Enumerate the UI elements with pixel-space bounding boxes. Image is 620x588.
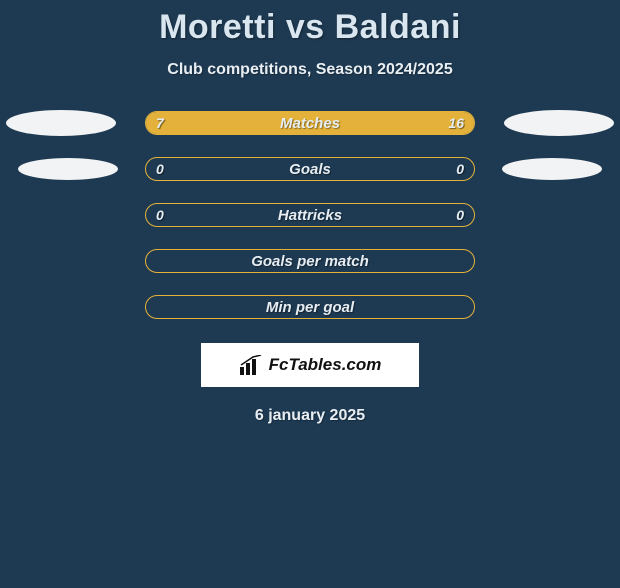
stat-row: Min per goal [0, 295, 620, 319]
date-label: 6 january 2025 [0, 407, 620, 425]
team-badge-left [6, 110, 116, 136]
stat-bar: 00Goals [145, 157, 475, 181]
stat-row: 00Hattricks [0, 203, 620, 227]
team-badge-left [18, 158, 118, 180]
stat-bar: 00Hattricks [145, 203, 475, 227]
site-logo: FcTables.com [201, 343, 419, 387]
stat-bar: Goals per match [145, 249, 475, 273]
stat-bar: 716Matches [145, 111, 475, 135]
page-title: Moretti vs Baldani [0, 8, 620, 47]
chart-icon [239, 355, 263, 375]
subtitle: Club competitions, Season 2024/2025 [0, 61, 620, 79]
stat-label: Goals per match [146, 250, 474, 272]
stat-row: 716Matches [0, 111, 620, 135]
stat-label: Matches [146, 112, 474, 134]
team-badge-right [502, 158, 602, 180]
stat-row: Goals per match [0, 249, 620, 273]
comparison-rows: 716Matches 00Goals 00Hattricks Goals per ma… [0, 111, 620, 319]
stat-label: Hattricks [146, 204, 474, 226]
stat-bar: Min per goal [145, 295, 475, 319]
logo-text: FcTables.com [269, 355, 382, 375]
stat-row: 00Goals [0, 157, 620, 181]
stat-label: Goals [146, 158, 474, 180]
team-badge-right [504, 110, 614, 136]
stat-label: Min per goal [146, 296, 474, 318]
